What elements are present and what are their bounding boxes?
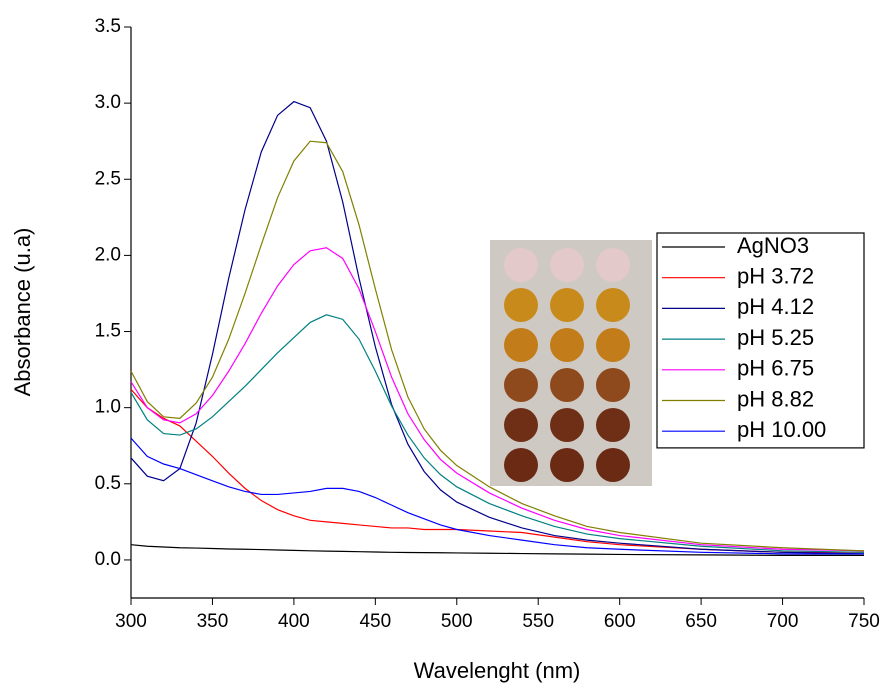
- x-tick-label: 350: [197, 611, 229, 632]
- well: [550, 328, 584, 362]
- well: [550, 248, 584, 282]
- y-tick-label: 2.5: [95, 168, 121, 189]
- well: [596, 288, 630, 322]
- legend-label: pH 8.82: [737, 386, 814, 411]
- y-tick-label: 1.5: [95, 321, 121, 342]
- inset-photo: [490, 240, 652, 486]
- series-line: [130, 437, 864, 555]
- x-tick-label: 450: [359, 611, 391, 632]
- y-tick-label: 0.0: [95, 549, 121, 570]
- x-tick-label: 550: [522, 611, 554, 632]
- x-tick-label: 500: [441, 611, 473, 632]
- well: [596, 368, 630, 402]
- y-tick-label: 3.5: [95, 16, 121, 37]
- series-line: [130, 100, 865, 555]
- well: [504, 288, 538, 322]
- well: [550, 448, 584, 482]
- series-line: [130, 544, 864, 556]
- x-tick-label: 300: [115, 611, 147, 632]
- x-tick-label: 600: [604, 611, 636, 632]
- legend-box: [656, 232, 865, 449]
- well: [504, 368, 538, 402]
- well: [504, 248, 538, 282]
- well: [550, 288, 584, 322]
- series-line: [130, 388, 864, 553]
- well: [504, 328, 538, 362]
- legend-label: pH 10.00: [737, 417, 826, 442]
- legend-label: pH 3.72: [737, 264, 814, 289]
- series-line: [130, 247, 865, 552]
- x-tick-label: 700: [767, 611, 799, 632]
- well: [596, 448, 630, 482]
- well: [596, 248, 630, 282]
- y-axis-label: Absorbance (u.a): [10, 228, 35, 397]
- legend-label: AgNO3: [737, 233, 809, 258]
- y-tick-label: 1.0: [95, 397, 121, 418]
- series-line: [130, 314, 865, 553]
- well: [550, 408, 584, 442]
- x-tick-label: 650: [685, 611, 717, 632]
- well: [596, 328, 630, 362]
- well: [504, 448, 538, 482]
- x-tick-label: 400: [278, 611, 310, 632]
- well: [596, 408, 630, 442]
- legend-label: pH 5.25: [737, 325, 814, 350]
- well: [550, 368, 584, 402]
- legend-label: pH 6.75: [737, 356, 814, 381]
- x-tick-label: 750: [848, 611, 880, 632]
- well: [504, 408, 538, 442]
- x-axis-label: Wavelenght (nm): [414, 658, 581, 683]
- y-tick-label: 3.0: [95, 92, 121, 113]
- legend-label: pH 4.12: [737, 294, 814, 319]
- y-tick-label: 2.0: [95, 244, 121, 265]
- series-line: [130, 140, 865, 552]
- y-tick-label: 0.5: [95, 473, 121, 494]
